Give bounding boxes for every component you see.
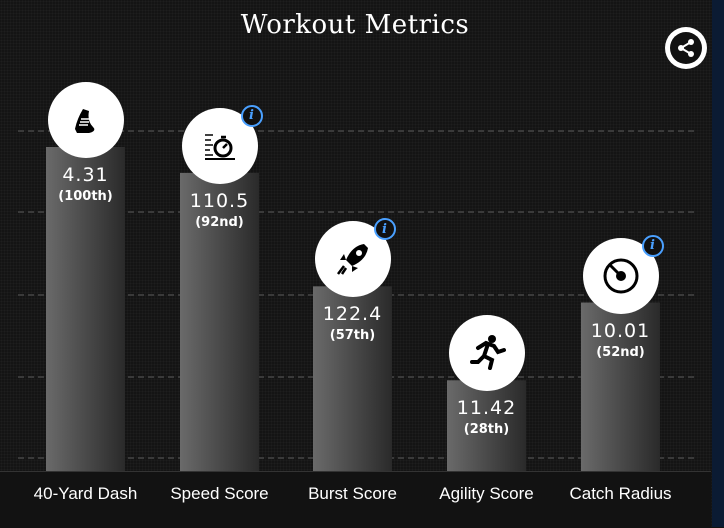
rank-label: (52nd) <box>596 344 645 360</box>
x-tick-label: Catch Radius <box>569 484 672 503</box>
value-label: 4.31 <box>62 164 109 186</box>
info-icon[interactable]: i <box>240 104 263 127</box>
runner-icon <box>448 315 525 392</box>
share-icon <box>670 32 702 64</box>
x-tick-label: 40-Yard Dash <box>33 484 138 503</box>
rank-label: (57th) <box>329 328 376 344</box>
chart-title: Workout Metrics <box>240 10 470 40</box>
x-tick-label: Agility Score <box>439 484 534 503</box>
value-label: 11.42 <box>456 397 517 420</box>
rank-label: (28th) <box>463 422 510 438</box>
info-icon[interactable]: i <box>641 234 664 257</box>
value-label: 110.5 <box>189 189 250 212</box>
rank-label: (100th) <box>58 189 113 204</box>
shoe-icon <box>47 82 124 158</box>
bar-0[interactable] <box>46 147 125 471</box>
bar-3[interactable] <box>447 380 526 471</box>
x-tick-label: Burst Score <box>308 484 397 503</box>
bar-2[interactable] <box>313 286 392 471</box>
value-label: 122.4 <box>322 303 383 326</box>
bar-1[interactable] <box>180 172 259 471</box>
value-label: 10.01 <box>590 319 651 342</box>
bar-4[interactable] <box>581 302 660 471</box>
x-axis <box>0 471 711 528</box>
share-button[interactable] <box>665 27 707 69</box>
rank-label: (92nd) <box>195 214 244 230</box>
info-icon[interactable]: i <box>373 218 396 241</box>
x-tick-label: Speed Score <box>170 484 269 503</box>
edge-strip <box>712 0 724 527</box>
plot-area <box>18 130 695 471</box>
